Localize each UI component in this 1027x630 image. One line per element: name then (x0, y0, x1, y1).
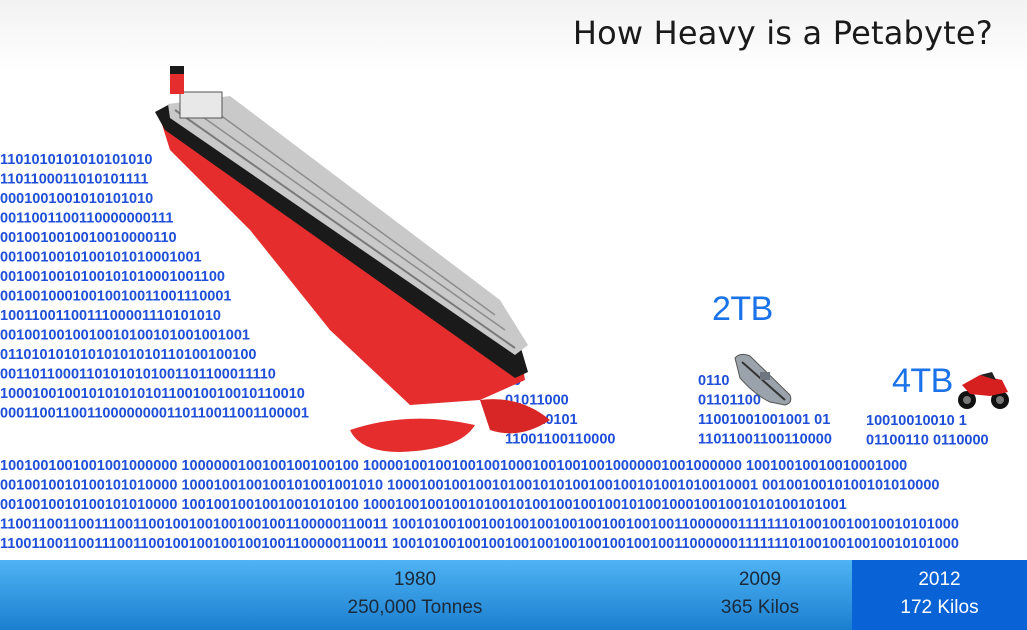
binary-row: 0011001100110000000111 (0, 211, 173, 227)
binary-row: 01101100 (698, 393, 761, 409)
binary-left-stack: 1101010101010101010 1101100011010101111 00… (0, 152, 309, 422)
binary-row: 0010010010100101010001001100 (0, 269, 225, 285)
binary-2012-stack: 10010010010 1 01100110 0110000 (866, 413, 989, 449)
binary-row: 11001100110000 (505, 432, 616, 448)
era-weight: 250,000 Tonnes (347, 597, 483, 618)
binary-row: 00110110001101010101001101100011110 (0, 367, 276, 383)
timeline-2012: 2012 172 Kilos (852, 560, 1027, 630)
timeline-1980: 1980 250,000 Tonnes (330, 566, 500, 622)
capacity-label-2tb: 2TB (712, 290, 773, 328)
binary-row: 01100110 0110000 (866, 433, 989, 449)
binary-row: 1101010101010101010 (0, 152, 152, 168)
binary-row: 11001001001001 01 (698, 412, 830, 428)
capacity-label-4tb: 4TB (892, 362, 953, 400)
era-weight: 172 Kilos (900, 597, 979, 618)
binary-row: 01101010101010101010110100100100 (0, 347, 256, 363)
era-year: 1980 (393, 569, 437, 590)
binary-base-rows: 1001001001001001000000 10000001001001001… (0, 458, 959, 552)
binary-row: 11011001100110000 (698, 432, 832, 448)
binary-row: 0110 (698, 373, 729, 389)
era-year: 2012 (918, 569, 961, 590)
page-title: How Heavy is a Petabyte? (572, 14, 993, 52)
inflatable-boat-icon (734, 353, 792, 406)
binary-row: 0010010010100101010001001 (0, 250, 202, 266)
motorcycle-icon (958, 372, 1009, 409)
binary-row: 1101100011010101111 (0, 172, 148, 188)
oil-tanker-icon (155, 66, 550, 452)
era-weight: 365 Kilos (720, 597, 800, 618)
binary-row: 1100110011001110011001001001001001001100… (0, 536, 959, 552)
binary-row: 0010010010100101010000 10010010010010010… (0, 497, 847, 513)
binary-row: 10010010010 1 (866, 413, 967, 429)
binary-row: 1001100110011100001110101010 (0, 308, 221, 324)
timeline-2009: 2009 365 Kilos (695, 566, 825, 622)
binary-row: 00100100010010010011001110001 (0, 289, 231, 305)
binary-row: 0001001001010101010 (0, 191, 153, 207)
era-year: 2009 (738, 569, 782, 590)
binary-row: 0010010010100101010000 10001001001001010… (0, 478, 939, 494)
timeline-bar: 1980 250,000 Tonnes 2009 365 Kilos 2012 … (0, 560, 1027, 630)
binary-row: 1100110011001110011001001001001001001100… (0, 517, 959, 533)
binary-2009-stack: 0110 01101100 11001001001001 01 11011001100… (698, 373, 832, 448)
binary-row: 10001001001010101010110010010010110010 (0, 386, 305, 402)
binary-row: 000110011001100000000110110011001100001 (0, 406, 309, 422)
binary-row: 1001001001001001000000 10000001001001001… (0, 458, 907, 474)
binary-sea: 1101010101010101010 1101100011010101111 00… (0, 152, 989, 552)
binary-row: 0010010010010010100101001001001 (0, 328, 250, 344)
binary-row: 0010010010010010000110 (0, 230, 177, 246)
